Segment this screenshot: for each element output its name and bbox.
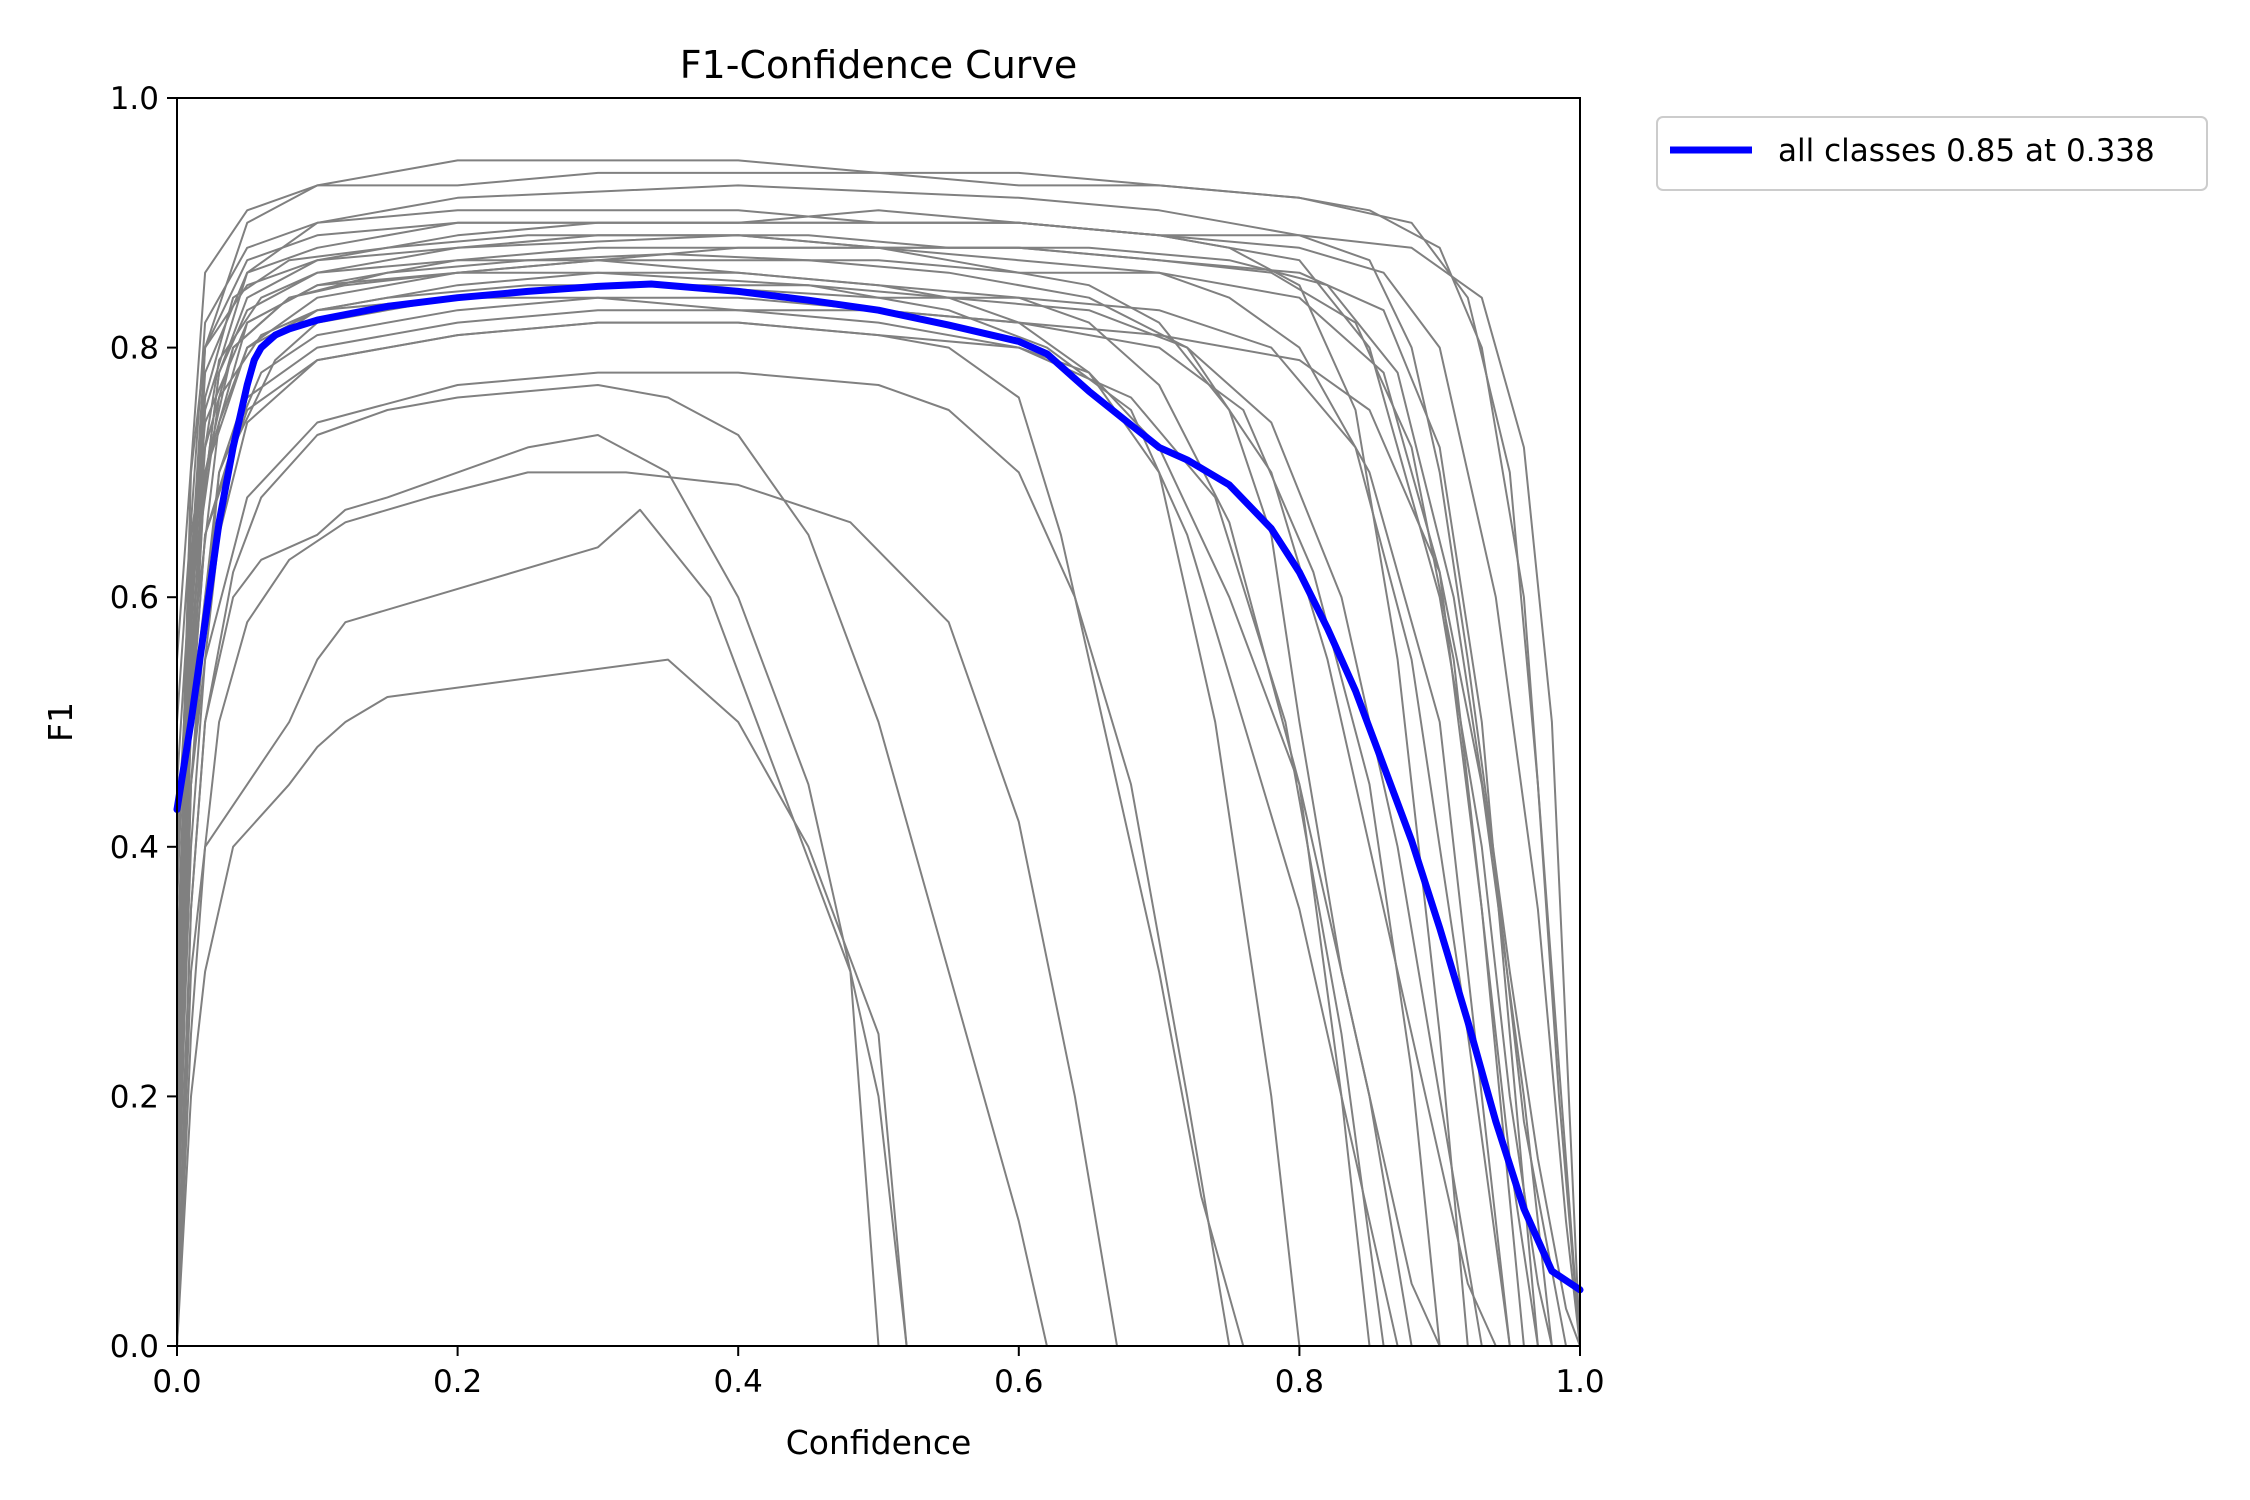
x-tick-label: 0.8 — [1275, 1364, 1324, 1400]
legend-label-all-classes: all classes 0.85 at 0.338 — [1778, 133, 2155, 169]
class-curve-1 — [176, 234, 1441, 1347]
x-tick-label: 1.0 — [1555, 1364, 1604, 1400]
class-curve-29 — [176, 321, 1385, 1347]
x-tick-label: 0.4 — [714, 1364, 763, 1400]
class-curve-23 — [176, 371, 1231, 1347]
class-curve-2 — [176, 209, 1553, 1347]
y-axis-title: F1 — [41, 702, 80, 742]
class-curve-21 — [176, 296, 1413, 1347]
class-curve-4 — [176, 184, 1581, 1347]
x-tick-label: 0.2 — [433, 1364, 482, 1400]
class-curve-27 — [176, 471, 1118, 1347]
y-tick-label: 0.8 — [110, 331, 159, 367]
class-curve-28 — [176, 246, 1539, 1347]
class-curve-11 — [176, 658, 908, 1347]
y-axis-ticks: 0.0 0.2 0.4 0.6 0.8 1.0 — [110, 81, 177, 1365]
x-axis-title: Confidence — [786, 1423, 972, 1462]
class-curve-26 — [176, 259, 1525, 1347]
plot-frame — [176, 97, 1581, 1347]
y-tick-label: 0.6 — [110, 580, 159, 616]
class-curve-20 — [176, 384, 1048, 1347]
y-tick-label: 1.0 — [110, 81, 159, 117]
legend: all classes 0.85 at 0.338 — [1656, 116, 2208, 191]
y-tick-label: 0.4 — [110, 830, 159, 866]
legend-box — [1656, 116, 2208, 191]
class-curve-24 — [176, 221, 1581, 1347]
x-axis-ticks: 0.0 0.2 0.4 0.6 0.8 1.0 — [152, 1346, 1605, 1400]
y-tick-label: 0.0 — [110, 1329, 159, 1365]
chart-title: F1-Confidence Curve — [680, 43, 1078, 87]
x-tick-label: 0.0 — [152, 1364, 201, 1400]
x-tick-label: 0.6 — [994, 1364, 1043, 1400]
class-curve-30 — [176, 171, 1581, 1347]
all-classes-series — [173, 280, 1584, 1294]
all-classes-line — [173, 280, 1584, 1294]
y-tick-label: 0.2 — [110, 1079, 159, 1115]
